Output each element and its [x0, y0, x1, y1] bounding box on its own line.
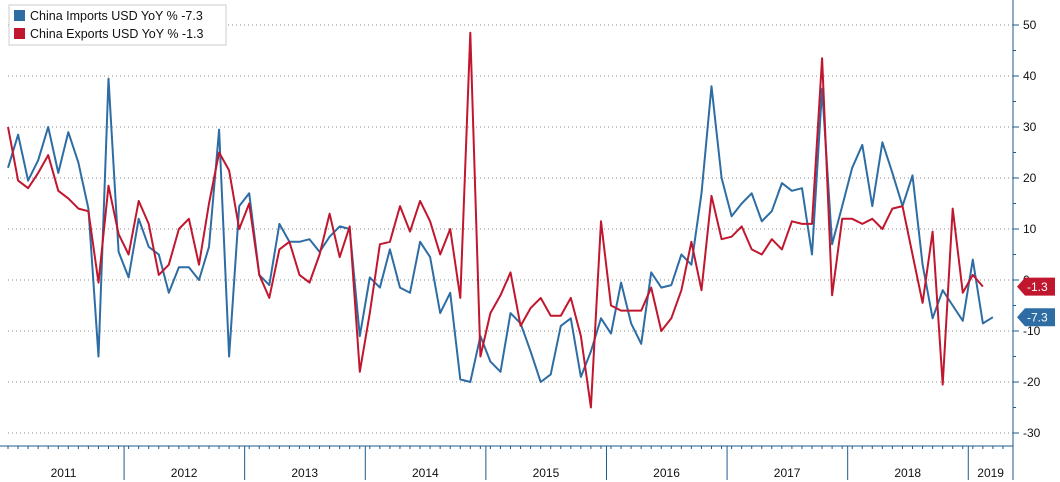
value-tag-label: -7.3 [1027, 311, 1048, 325]
legend-box [8, 4, 227, 46]
x-tick-label: 2014 [412, 466, 439, 480]
y-tick-label: -10 [1023, 324, 1041, 338]
x-tick-label: 2012 [171, 466, 198, 480]
y-tick-label: 10 [1023, 222, 1037, 236]
x-tick-label: 2015 [533, 466, 560, 480]
y-tick-label: 20 [1023, 171, 1037, 185]
y-tick-label: 50 [1023, 18, 1037, 32]
legend-swatch [14, 28, 25, 39]
y-tick-label: 40 [1023, 69, 1037, 83]
legend-swatch [14, 10, 25, 21]
series-line-exports [7, 31, 984, 409]
x-axis: 2011 2012 2013 2014 2015 2016 2017 2018 2019 [0, 445, 1013, 480]
x-tick-label: 2011 [51, 466, 77, 480]
value-tag-bg [1017, 308, 1055, 327]
y-axis: 50403020100-10-20-30 [1012, 0, 1041, 480]
legend-label: China Imports USD YoY % -7.3 [30, 9, 203, 23]
value-tag-label: -1.3 [1027, 280, 1048, 294]
y-tick-label: 30 [1023, 120, 1037, 134]
y-tick-label: -30 [1023, 426, 1041, 440]
series-lines [7, 31, 994, 409]
value-tags: -1.3 -7.3 [1017, 277, 1055, 327]
y-tick-label: -20 [1023, 375, 1041, 389]
legend-label: China Exports USD YoY % -1.3 [30, 27, 204, 41]
gridlines [8, 24, 1013, 434]
series-line-imports [7, 77, 994, 383]
x-tick-label: 2013 [291, 466, 318, 480]
x-tick-label: 2016 [653, 466, 680, 480]
legend: China Imports USD YoY % -7.3 China Export… [8, 4, 227, 46]
value-tag-bg [1017, 277, 1055, 296]
x-tick-label: 2017 [774, 466, 801, 480]
x-tick-label: 2018 [894, 466, 921, 480]
x-tick-label: 2019 [977, 466, 1004, 480]
